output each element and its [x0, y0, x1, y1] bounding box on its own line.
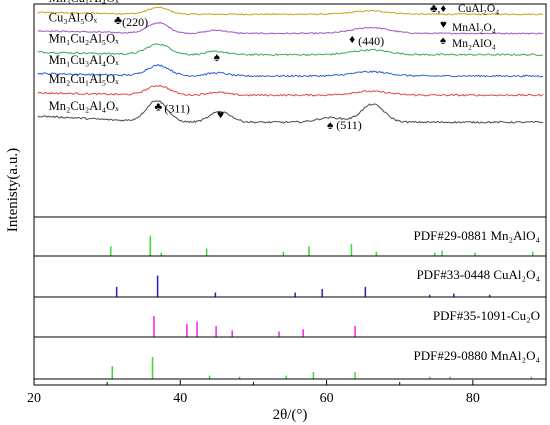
annotation-text-3: (311)	[164, 102, 190, 116]
xrd-curve-2	[37, 42, 544, 57]
annotation-symbol-4: ♥	[217, 108, 224, 122]
annotation-symbol-1: ♦	[349, 32, 355, 46]
reference-patterns-layer: PDF#29-0881 Mn₂AlO₄ PDF#33-0448 CuAl₂O₄ PD…	[110, 228, 541, 379]
plot-frame	[33, 3, 547, 386]
xrd-curve-3	[37, 64, 544, 78]
annotation-symbol-0: ♣	[114, 13, 122, 27]
legend-label-1: MnAl₂O₄	[452, 22, 496, 34]
curve-label-0: Mn₃Cu₁Al₄Oₓ	[49, 0, 120, 5]
legend-symbol-1: ♥	[440, 19, 447, 31]
legend-label-2: Mn₂AlO₄	[452, 38, 496, 50]
ref-label-2: PDF#35-1091-Cu₂O	[433, 308, 540, 323]
xrd-curve-1	[37, 21, 544, 35]
legend-symbol-0: ♣,♦	[430, 3, 446, 15]
annotation-symbol-5: ♠	[327, 118, 334, 132]
xrd-curves-layer: Mn₃Cu₁Al₄Oₓ Cu₃Al₅Oₓ Mn₁Cu₂Al₅Oₓ Mn₁Cu₃Al₄O…	[37, 0, 544, 124]
x-axis-label: 2θ/(°)	[273, 407, 308, 423]
y-axis-label: Intenisty(a.u.)	[5, 148, 21, 232]
ref-label-1: PDF#33-0448 CuAl₂O₄	[416, 267, 540, 282]
annotation-symbol-2: ♠	[214, 50, 221, 64]
annotation-text-1: (440)	[358, 34, 384, 48]
x-tick-label-0: 20	[27, 391, 41, 406]
ref-label-0: PDF#29-0881 Mn₂AlO₄	[414, 228, 541, 243]
x-tick-label-2: 60	[320, 391, 334, 406]
xrd-curve-0	[37, 6, 544, 16]
ref-label-3: PDF#29-0880 MnAl₂O₄	[414, 348, 541, 363]
legend: ♣,♦ CuAl₂O₄ ♥ MnAl₂O₄ ♠ Mn₂AlO₄	[430, 3, 499, 50]
curve-label-2: Mn₁Cu₂Al₅Oₓ	[49, 32, 120, 46]
curve-label-1: Cu₃Al₅Oₓ	[49, 10, 98, 24]
x-tick-label-1: 40	[173, 391, 187, 406]
curve-label-4: Mn₂Cu₁Al₅Oₓ	[49, 72, 120, 86]
x-tick-label-3: 80	[466, 391, 480, 406]
legend-label-0: CuAl₂O₄	[458, 3, 499, 15]
annotation-text-5: (511)	[336, 118, 362, 132]
legend-symbol-2: ♠	[440, 35, 446, 47]
curve-label-5: Mn₂Cu₂Al₄Oₓ	[49, 99, 120, 113]
annotations-layer: ♣ (220)♦ (440)♠♣ (311) ♥♠ (511)	[114, 13, 384, 132]
xrd-curve-4	[37, 84, 544, 97]
axes-layer: 20 40 60 80 2θ/(°) Intenisty(a.u.)	[5, 3, 547, 423]
curve-label-3: Mn₁Cu₃Al₄Oₓ	[49, 53, 120, 67]
annotation-text-0: (220)	[122, 15, 148, 29]
xrd-curve-5	[37, 100, 544, 124]
annotation-symbol-3: ♣	[154, 100, 162, 114]
